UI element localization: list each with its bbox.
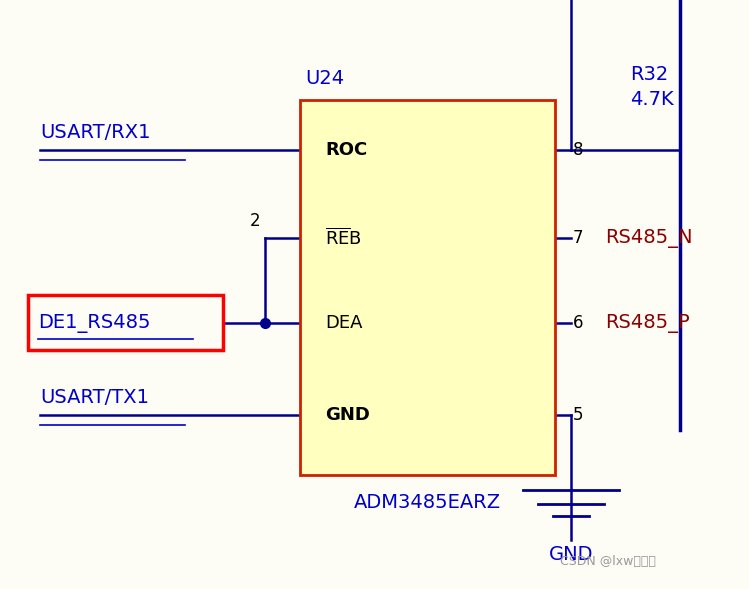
Text: 6: 6 [573, 314, 583, 332]
Text: U24: U24 [305, 69, 344, 88]
Bar [300, 100, 555, 475]
Text: ADM3485EARZ: ADM3485EARZ [354, 493, 501, 512]
Text: DE1_RS485: DE1_RS485 [38, 313, 151, 333]
Bar [28, 295, 223, 350]
Text: 7: 7 [573, 229, 583, 247]
Text: 8: 8 [573, 141, 583, 159]
Text: $\overline{\rm RE}$B: $\overline{\rm RE}$B [325, 227, 362, 249]
Text: 5: 5 [573, 406, 583, 424]
Text: DEA: DEA [325, 314, 363, 332]
Text: ROC: ROC [325, 141, 367, 159]
Text: RS485_N: RS485_N [605, 229, 693, 247]
Text: USART/RX1: USART/RX1 [40, 123, 151, 142]
Text: GND: GND [325, 406, 370, 424]
Text: 2: 2 [249, 212, 260, 230]
Text: CSDN @lxw学编程: CSDN @lxw学编程 [560, 555, 656, 568]
Text: GND: GND [549, 545, 593, 564]
Text: R32
4.7K: R32 4.7K [630, 65, 673, 109]
Text: RS485_P: RS485_P [605, 313, 690, 333]
Text: USART/TX1: USART/TX1 [40, 388, 149, 407]
